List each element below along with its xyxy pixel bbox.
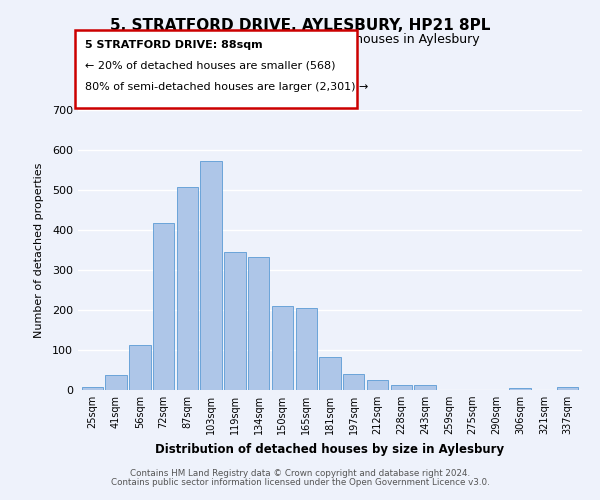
Bar xyxy=(106,375,127,390)
Bar xyxy=(82,387,103,390)
Bar xyxy=(200,161,222,390)
Bar xyxy=(415,385,436,390)
Bar xyxy=(153,223,174,390)
Bar xyxy=(557,387,578,390)
Bar xyxy=(129,345,151,390)
Bar xyxy=(509,388,531,390)
Bar xyxy=(391,385,412,390)
Bar xyxy=(343,374,364,390)
Text: Size of property relative to detached houses in Aylesbury: Size of property relative to detached ho… xyxy=(121,32,479,46)
Bar xyxy=(296,308,317,390)
Y-axis label: Number of detached properties: Number of detached properties xyxy=(34,162,44,338)
Bar xyxy=(272,306,293,390)
Text: ← 20% of detached houses are smaller (568): ← 20% of detached houses are smaller (56… xyxy=(85,61,336,71)
Text: Contains public sector information licensed under the Open Government Licence v3: Contains public sector information licen… xyxy=(110,478,490,487)
Bar xyxy=(367,380,388,390)
Bar xyxy=(319,357,341,390)
X-axis label: Distribution of detached houses by size in Aylesbury: Distribution of detached houses by size … xyxy=(155,442,505,456)
Text: 80% of semi-detached houses are larger (2,301) →: 80% of semi-detached houses are larger (… xyxy=(85,82,368,92)
Text: 5 STRATFORD DRIVE: 88sqm: 5 STRATFORD DRIVE: 88sqm xyxy=(85,40,263,50)
Bar xyxy=(176,187,198,390)
Bar xyxy=(248,257,269,390)
Text: 5, STRATFORD DRIVE, AYLESBURY, HP21 8PL: 5, STRATFORD DRIVE, AYLESBURY, HP21 8PL xyxy=(110,18,490,32)
Text: Contains HM Land Registry data © Crown copyright and database right 2024.: Contains HM Land Registry data © Crown c… xyxy=(130,469,470,478)
Bar xyxy=(224,252,245,390)
